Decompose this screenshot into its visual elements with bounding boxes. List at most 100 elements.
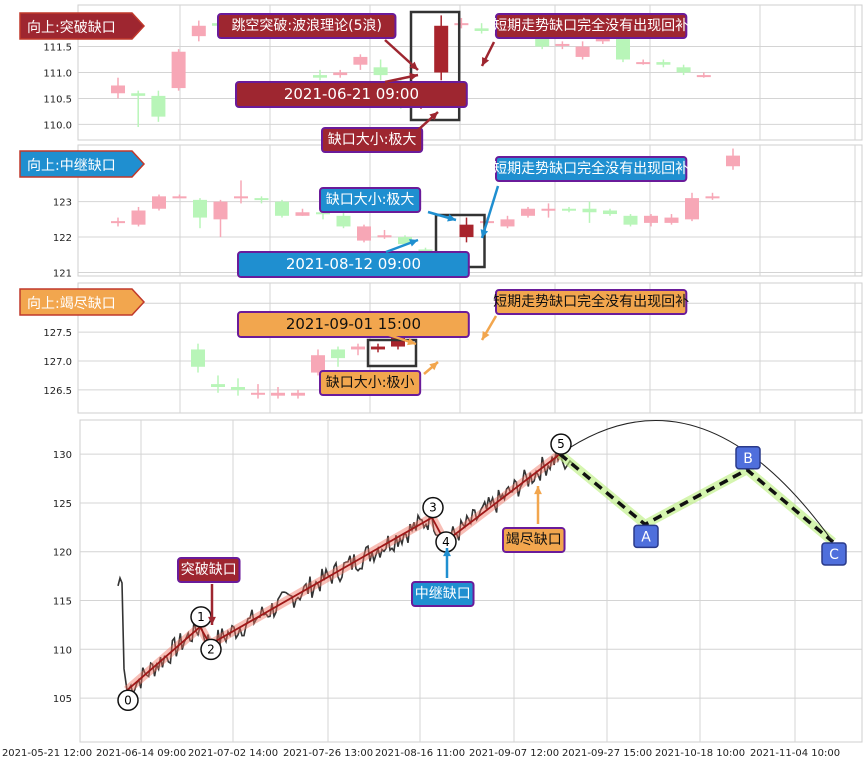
wave-point-2: 2 (200, 638, 222, 661)
panel-title-runaway: 向上:中继缺口 (19, 150, 146, 178)
candle (434, 15, 449, 81)
arrow-runaway-gap-head (443, 548, 451, 557)
candle-body (313, 75, 327, 78)
forecast-label: C (829, 547, 839, 563)
panel-title-exhaustion-shape (19, 288, 146, 316)
candle (211, 375, 225, 393)
arrow-size-exhaustion (423, 361, 439, 375)
label-gap-time: 2021-06-21 09:00 (284, 85, 419, 103)
x-tick-label: 2021-05-21 12:00 (2, 748, 92, 759)
candle-panel-gap-up-breakaway: 110.0 110.5 111.0 111.5 (43, 4, 863, 141)
label-no-fill-box: 短期走势缺口完全没有出现回补 (493, 13, 689, 39)
arrow-breakaway-gap (208, 584, 216, 625)
arrow-no-fill-runaway (480, 185, 500, 239)
wave-point-circle (200, 638, 222, 661)
candle-body (434, 25, 449, 73)
candle (521, 206, 535, 218)
candle-body (254, 198, 269, 201)
candle (371, 343, 385, 353)
arrow-exhaustion-gap (534, 486, 542, 524)
label-gap-size-bg (321, 127, 424, 153)
candle-body (351, 346, 365, 350)
wave-point-label: 4 (442, 535, 450, 549)
arrow-wave (384, 39, 419, 71)
panel-title-exhaustion-text: 向上:竭尽缺口 (27, 296, 116, 312)
candle (333, 69, 348, 78)
candle (193, 198, 207, 229)
candle (623, 214, 638, 227)
candle (357, 224, 371, 243)
candle-body (474, 28, 489, 31)
x-tick-label: 2021-09-27 15:00 (562, 748, 652, 759)
candle-body (521, 208, 535, 216)
label-time-exhaustion: 2021-09-01 15:00 (286, 315, 421, 333)
candle-body (152, 196, 166, 209)
x-tick-label: 2021-06-14 09:00 (96, 748, 186, 759)
gap-highlight-box (366, 338, 418, 368)
label-no-fill-exhaustion-bg (495, 289, 688, 315)
gap-label-0-box: 突破缺口 (177, 557, 241, 583)
label-time-runaway-bg (237, 251, 470, 278)
wave-point-4: 4 (435, 531, 457, 553)
panel-title-runaway-text: 向上:中继缺口 (27, 158, 116, 174)
y-tick-label: 125 (53, 499, 72, 510)
arrow-no-fill-exhaustion-head (482, 331, 490, 340)
label-no-fill: 短期走势缺口完全没有出现回补 (493, 17, 689, 34)
gap-label-1: 中继缺口 (415, 586, 471, 602)
candle-body (459, 224, 474, 238)
forecast-point-C: C (821, 542, 847, 566)
arrow-size-runaway (427, 210, 457, 222)
label-size-exhaustion-box: 缺口大小:极小 (319, 370, 422, 396)
candle-body (336, 215, 351, 227)
panel-frame (77, 144, 863, 277)
label-gap-size: 缺口大小:极大 (328, 132, 417, 148)
forecast-label: A (641, 529, 651, 545)
arrow-time-exhaustion-head (407, 337, 416, 346)
candle-body (171, 51, 186, 89)
candle (644, 214, 658, 227)
forecast-label: B (743, 451, 753, 467)
label-time-runaway-box: 2021-08-12 09:00 (237, 251, 470, 278)
candle-body (234, 196, 248, 199)
y-tick-label: 122 (53, 233, 72, 244)
candle (726, 148, 740, 170)
candle (373, 59, 388, 81)
candle-body (231, 387, 245, 390)
candle-body (271, 392, 285, 396)
wave-point-circle (117, 689, 139, 712)
candle-body (111, 221, 125, 224)
candle-body (213, 201, 228, 220)
gap-label-0-bg (177, 557, 241, 583)
candle-body (623, 215, 638, 225)
candle (351, 343, 365, 356)
candle-body (111, 85, 125, 94)
arrow-wave-head (409, 61, 418, 70)
panel-title-breakaway-shape (19, 12, 146, 40)
arrow-no-fill-head (482, 57, 490, 66)
candle (111, 217, 125, 227)
label-size-runaway-bg (319, 187, 422, 213)
candle-body (696, 75, 711, 78)
candle (191, 20, 206, 42)
annotations-breakaway: 向上:突破缺口 跳空突破:波浪理论(5浪) 短期走势缺口完全没有出现回补 2021-0… (19, 12, 689, 153)
candle (172, 194, 187, 199)
gap-label-1-box: 中继缺口 (411, 581, 475, 607)
arrow-no-fill (480, 41, 496, 67)
arrow-no-fill-runaway-head (480, 229, 489, 238)
forecast-point-B: B (735, 446, 761, 470)
arrow-no-fill-runaway-shaft (480, 185, 500, 239)
arrow-time-exhaustion (385, 332, 417, 346)
label-size-exhaustion: 缺口大小:极小 (326, 375, 415, 391)
candle (171, 49, 186, 91)
candle-body (636, 62, 651, 65)
candle-body (151, 95, 166, 117)
label-time-exhaustion-bg (237, 311, 470, 338)
wave-point-5: 5 (550, 433, 572, 455)
label-no-fill-runaway-bg (495, 156, 688, 182)
candle (213, 199, 228, 238)
candle (705, 192, 720, 200)
candle-body (331, 349, 345, 359)
